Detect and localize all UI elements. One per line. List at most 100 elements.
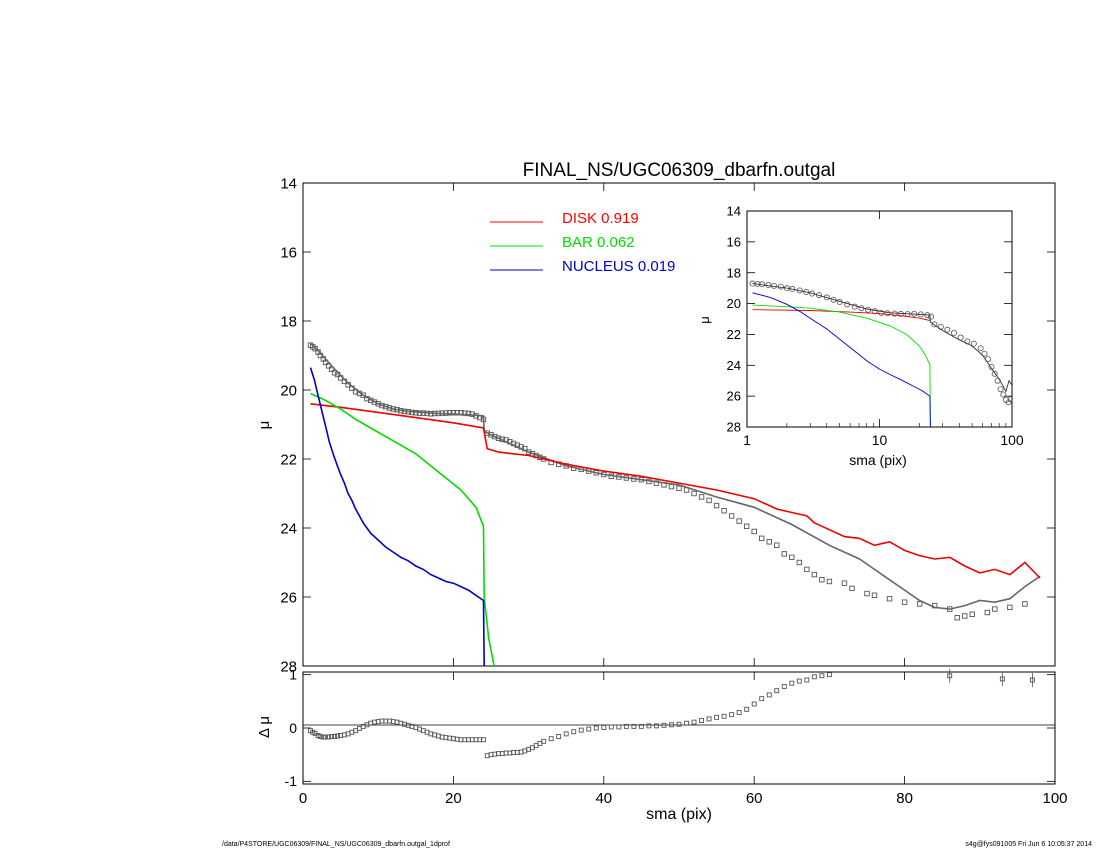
inset-data-point: [871, 308, 878, 315]
main-data-point: [886, 596, 893, 602]
residual-data-point: [638, 723, 644, 729]
chart-title: FINAL_NS/UGC06309_dbarfn.outgal: [523, 160, 836, 181]
main-data-point: [360, 392, 366, 398]
inset-data-point: [1007, 396, 1012, 403]
main-data-point: [495, 435, 502, 441]
main-data-point: [488, 432, 494, 438]
residual-data-point: [774, 688, 780, 694]
residual-data-point: [541, 738, 547, 744]
inset-data-point: [991, 370, 998, 377]
main-data-point: [992, 606, 998, 612]
main-data-point: [446, 410, 453, 416]
main-data-point: [416, 410, 423, 416]
residual-x-label: sma (pix): [646, 806, 712, 823]
residual-data-point: [323, 734, 329, 740]
main-data-point: [954, 615, 960, 621]
residual-data-point: [706, 716, 712, 722]
main-data-point: [804, 566, 810, 573]
residual-y-tick-label: 0: [289, 720, 297, 736]
main-series-nucleus-line: [309, 367, 485, 666]
main-profile-panel: 14 16 18 20 22 24 26 28 μ DISK 0.919 BAR 0.062 NU…: [256, 175, 1056, 675]
residual-data-point: [593, 725, 599, 731]
inset-y-tick-label: 26: [727, 389, 741, 404]
main-y-ticks: 14 16 18 20 22 24 26 28: [280, 175, 1056, 675]
inset-data-point: [1000, 391, 1007, 398]
inset-y-tick-label: 18: [727, 265, 741, 280]
inset-x-label: sma (pix): [849, 452, 907, 468]
main-data-point: [969, 611, 975, 617]
main-data-point: [1007, 604, 1013, 611]
main-data-point: [864, 590, 870, 597]
residual-data-point: [804, 677, 810, 683]
footer-timestamp: s4g@fys091005 Fri Jun 6 10:05:37 2014: [965, 841, 1092, 848]
residual-data-point: [563, 731, 569, 737]
main-data-point: [962, 613, 968, 619]
inset-data-point: [970, 340, 977, 347]
residual-data-point: [571, 729, 577, 735]
inset-data-point: [803, 288, 810, 295]
main-y-tick-label: 20: [280, 382, 297, 399]
residual-y-tick-label: 1: [289, 667, 297, 683]
main-data-point: [1022, 601, 1028, 607]
main-y-tick-label: 14: [280, 175, 297, 192]
main-y-tick-label: 24: [280, 520, 297, 537]
residual-data-point: [326, 734, 332, 740]
residual-y-tick-label: -1: [285, 773, 298, 789]
main-data-point: [653, 480, 660, 486]
inset-y-tick-label: 24: [727, 358, 741, 373]
residual-data-point: [623, 723, 629, 729]
main-data-point: [492, 433, 498, 440]
main-data-point: [819, 577, 825, 583]
inset-y-tick-label: 22: [727, 327, 741, 342]
main-series-disk-line: [310, 403, 1041, 579]
residual-data-point: [684, 720, 689, 726]
residual-data-point: [819, 673, 825, 679]
inset-x-tick-label: 1: [743, 432, 751, 448]
main-data-point: [774, 542, 780, 548]
residual-data-point: [332, 734, 338, 739]
main-y-tick-label: 22: [280, 451, 297, 468]
residual-data-point: [766, 692, 772, 698]
inset-data-point: [981, 350, 988, 357]
main-data-point: [721, 508, 727, 514]
residual-data-point: [548, 736, 554, 742]
residual-x-tick-label: 100: [1042, 790, 1067, 807]
residual-data-point: [578, 727, 584, 733]
residual-data-point: [669, 722, 674, 728]
residual-data-point: [691, 719, 697, 725]
main-plot-frame: [302, 182, 1056, 667]
inset-data-point: [931, 321, 938, 328]
inset-data-point: [809, 290, 816, 297]
main-data-point: [811, 571, 818, 578]
residual-data-point: [759, 696, 765, 702]
main-y-label: μ: [256, 421, 273, 430]
residual-data-point: [335, 733, 341, 739]
inset-y-tick-label: 16: [727, 234, 741, 249]
inset-x-tick-label: 10: [872, 432, 888, 448]
residual-data-point: [586, 726, 592, 732]
main-series-model-line: [309, 342, 1041, 610]
residual-x-tick-label: 40: [595, 790, 612, 807]
main-data-point: [984, 609, 991, 616]
residual-data-point: [481, 737, 486, 743]
inset-data-point: [997, 386, 1004, 393]
residual-data-point: [317, 734, 323, 739]
residual-data-point: [616, 724, 622, 730]
residual-data-point: [781, 683, 787, 689]
residual-data-point: [631, 723, 637, 729]
main-data-point: [871, 592, 878, 598]
residual-y-label: Δ μ: [256, 716, 273, 738]
main-data-point: [713, 502, 720, 509]
main-data-point: [691, 490, 697, 497]
main-y-tick-label: 16: [280, 244, 297, 261]
residual-x-tick-label: 80: [896, 790, 913, 807]
residual-data-point: [676, 721, 682, 727]
main-data-point: [916, 601, 923, 607]
residual-series: [308, 668, 1035, 759]
inset-data-point: [951, 329, 958, 336]
main-legend: DISK 0.919 BAR 0.062 NUCLEUS 0.019: [490, 210, 675, 275]
inset-series-disk-line: [752, 309, 930, 321]
